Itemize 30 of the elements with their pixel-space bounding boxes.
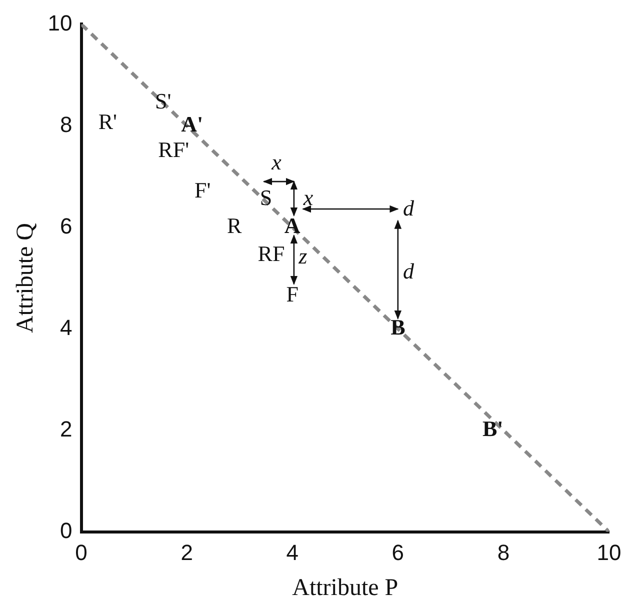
y-tick-label: 0 [60, 518, 72, 543]
x-tick-label: 8 [497, 540, 510, 566]
annotation: x [270, 150, 282, 175]
annotation: A [284, 212, 300, 238]
x-tick-label: 2 [180, 540, 193, 566]
y-tick-label: 2 [60, 416, 72, 442]
annotation: B [390, 314, 406, 340]
x-tick-label: 10 [596, 540, 622, 566]
y-axis-title: Attribute Q [12, 223, 39, 333]
annotation: S [260, 185, 272, 210]
y-tick-label: 6 [60, 213, 72, 238]
annotation: R [226, 213, 242, 238]
x-tick-label: 4 [286, 540, 298, 566]
y-tick-label: 8 [60, 112, 72, 137]
annotation: F [286, 282, 298, 307]
annotation: RF [258, 240, 285, 266]
x-tick-label: 6 [392, 540, 404, 566]
y-tick-label: 4 [60, 314, 72, 340]
annotation: A' [181, 111, 204, 136]
annotation: d [402, 195, 415, 220]
annotation: z [298, 243, 308, 268]
y-tick-label: 10 [48, 10, 72, 36]
annotation: x [302, 185, 314, 210]
annotation: B' [482, 416, 504, 441]
annotation: R' [98, 108, 118, 134]
annotation: RF' [158, 136, 190, 162]
annotation: F' [194, 177, 211, 202]
annotation: d [402, 258, 415, 284]
annotation: S' [154, 88, 172, 114]
x-axis-title: Attribute P [292, 574, 398, 601]
